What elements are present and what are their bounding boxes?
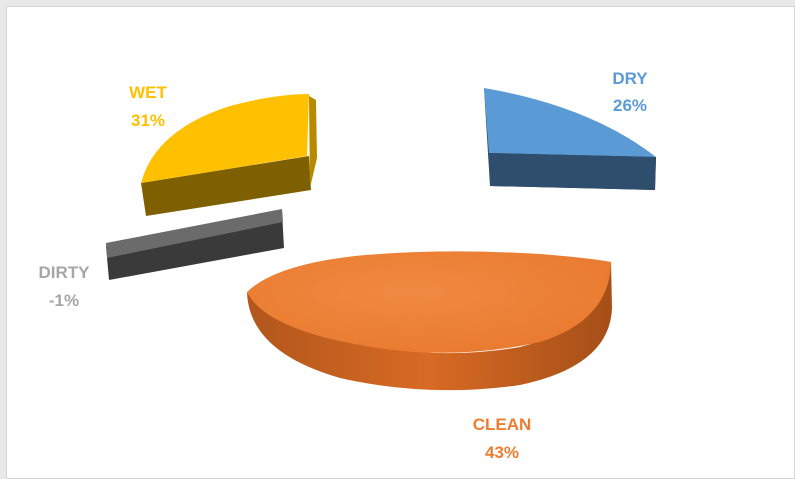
- label-wet-name: WET: [129, 83, 167, 102]
- label-dirty-name: DIRTY: [39, 263, 91, 282]
- slice-clean[interactable]: [247, 251, 612, 391]
- slice-clean-top: [247, 251, 611, 353]
- slice-wet-right-side: [309, 96, 317, 188]
- slice-dry-top: [484, 88, 656, 157]
- slice-wet-front-side: [141, 156, 311, 216]
- slice-dirty-top: [106, 209, 283, 258]
- label-dry: DRY 26%: [612, 69, 648, 115]
- slice-dry[interactable]: [484, 88, 656, 190]
- label-dry-name: DRY: [612, 69, 648, 88]
- label-clean-name: CLEAN: [473, 415, 532, 434]
- slice-wet-top: [141, 94, 309, 183]
- label-dry-value: 26%: [613, 96, 647, 115]
- label-dirty: DIRTY -1%: [39, 263, 91, 310]
- slice-dry-front: [489, 153, 656, 190]
- slice-wet[interactable]: [141, 94, 317, 216]
- label-wet-value: 31%: [131, 111, 165, 130]
- slice-dirty[interactable]: [106, 209, 284, 280]
- label-clean-value: 43%: [485, 443, 519, 462]
- label-clean: CLEAN 43%: [473, 415, 532, 462]
- label-dirty-value: -1%: [49, 291, 79, 310]
- label-wet: WET 31%: [129, 83, 167, 130]
- slice-clean-side: [247, 262, 612, 391]
